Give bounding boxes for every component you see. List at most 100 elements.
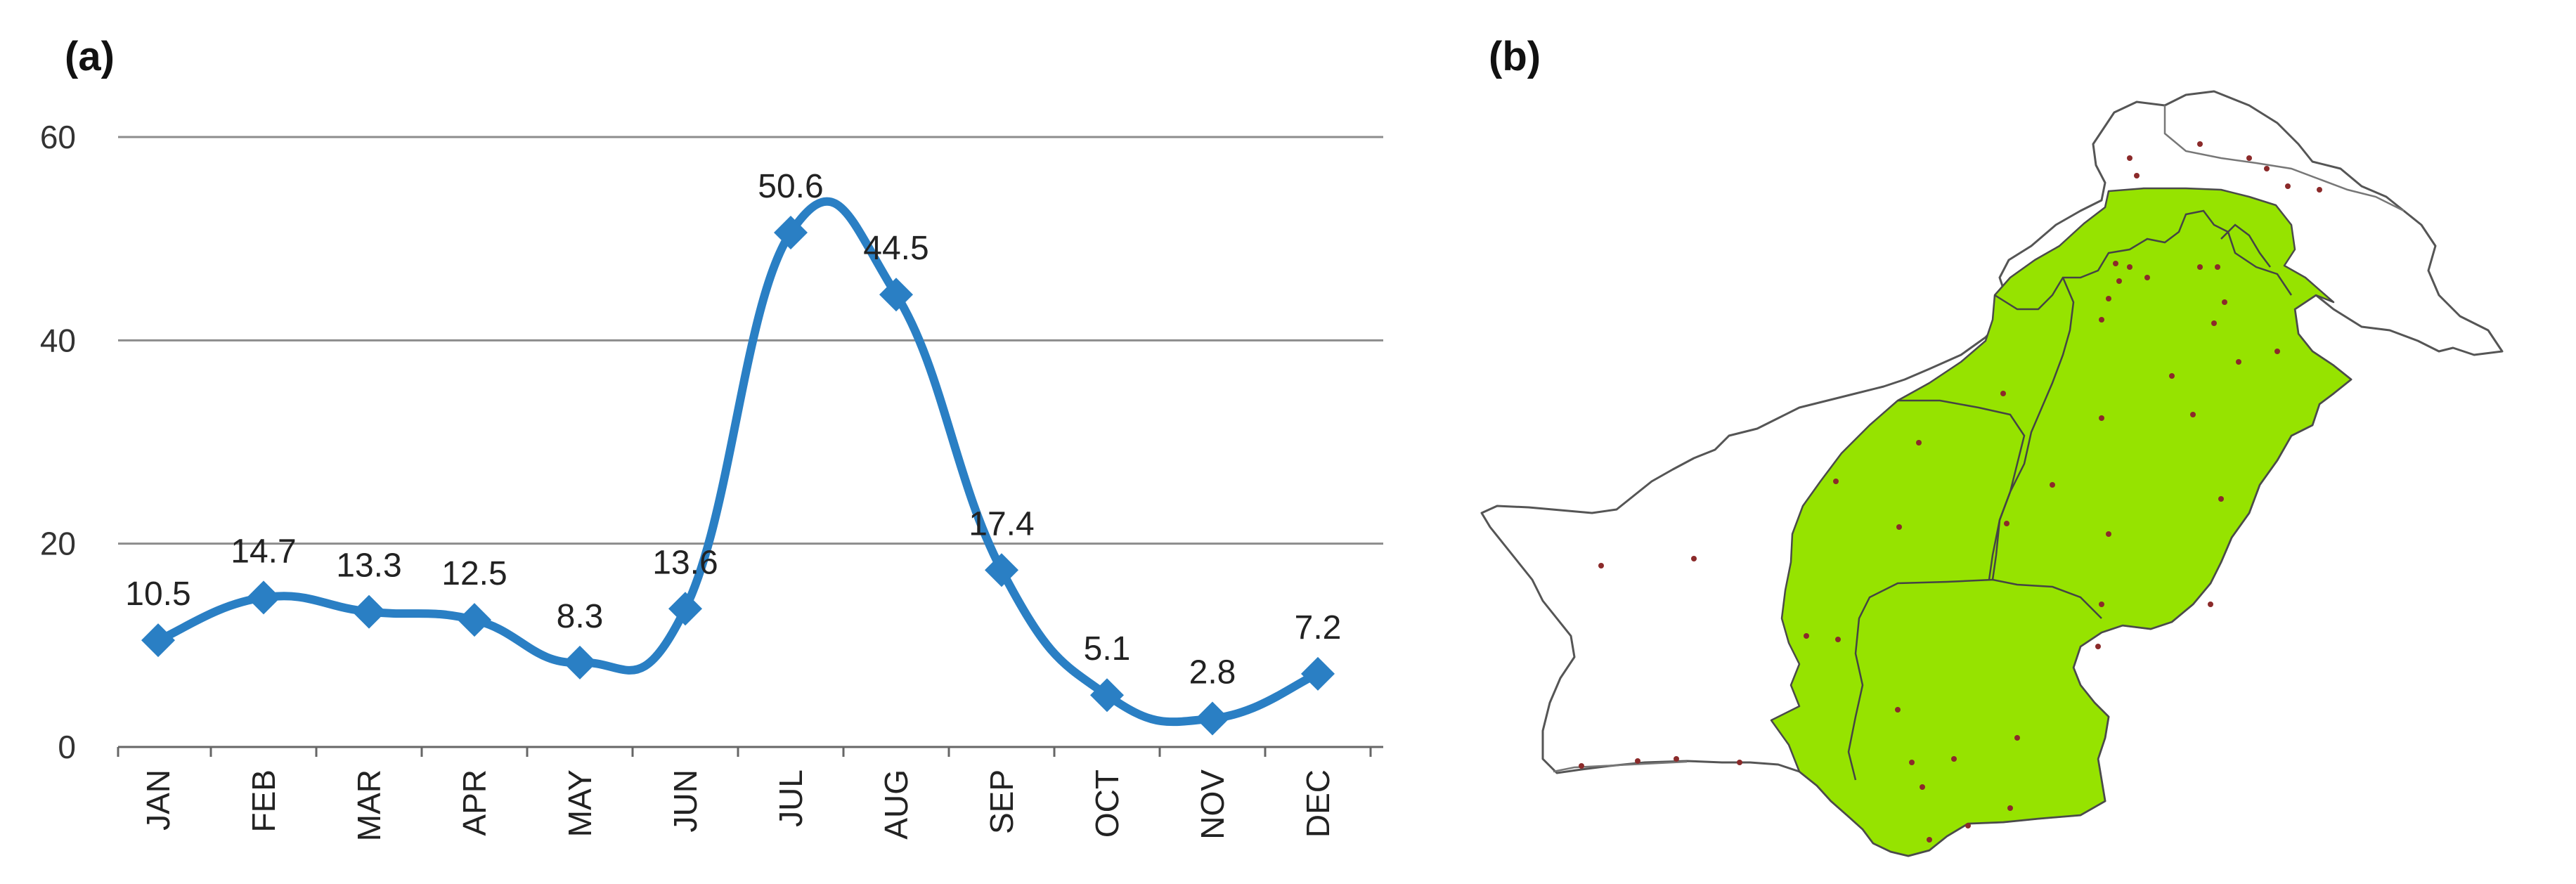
- data-label: 13.6: [652, 544, 718, 581]
- station-dot: [2169, 373, 2175, 379]
- data-label: 2.8: [1189, 654, 1236, 691]
- station-dot: [1927, 837, 1932, 843]
- station-dot: [1965, 823, 1971, 828]
- x-tick-label: MAR: [351, 769, 387, 841]
- data-label: 8.3: [557, 598, 604, 635]
- station-dot: [2274, 349, 2280, 354]
- province-boundary: [1994, 209, 2293, 311]
- data-label: 7.2: [1295, 609, 1342, 646]
- station-dot: [2222, 299, 2227, 305]
- station-dot: [2317, 187, 2322, 193]
- x-tick-label: SEP: [983, 769, 1020, 834]
- province-boundary: [2220, 223, 2271, 268]
- data-label: 17.4: [969, 505, 1034, 542]
- data-point: [774, 215, 808, 249]
- station-dot: [2285, 183, 2291, 189]
- y-tick-label: 0: [58, 729, 76, 765]
- station-dot: [1895, 707, 1901, 713]
- y-axis-ticks: 0 20 40 60: [40, 119, 76, 765]
- coastline: [1553, 760, 1688, 773]
- data-point: [1301, 656, 1335, 691]
- station-dot: [2014, 735, 2020, 741]
- data-point: [668, 592, 702, 626]
- station-dot: [2218, 496, 2224, 502]
- region-map: (b): [1480, 34, 2504, 857]
- station-dot: [2000, 391, 2006, 396]
- province-boundary: [1898, 399, 2026, 580]
- data-label: 13.3: [336, 547, 401, 585]
- station-dot: [1951, 756, 1957, 762]
- station-dot: [2190, 412, 2196, 417]
- station-dot: [2215, 264, 2220, 270]
- station-dot: [2197, 264, 2203, 270]
- station-dot: [2197, 141, 2203, 147]
- data-point: [879, 278, 913, 312]
- station-dot: [2106, 531, 2111, 537]
- station-dot: [2246, 155, 2252, 161]
- station-dot: [2144, 275, 2150, 280]
- station-dot: [2211, 320, 2217, 326]
- data-point: [985, 553, 1018, 587]
- panel-b-label: (b): [1489, 34, 1541, 79]
- data-label: 5.1: [1084, 630, 1131, 668]
- data-label: 10.5: [125, 576, 190, 613]
- station-dot: [1691, 556, 1697, 561]
- x-tick-label: DEC: [1300, 769, 1336, 838]
- station-dot: [1916, 440, 1922, 446]
- station-dot: [1737, 760, 1742, 765]
- station-dot: [1920, 784, 1925, 790]
- station-dot: [2106, 296, 2111, 301]
- station-dot: [2099, 602, 2104, 607]
- station-dot: [1579, 763, 1584, 769]
- study-region: [1770, 187, 2352, 857]
- northern-boundary: [2163, 105, 2405, 212]
- station-dot: [2134, 173, 2140, 178]
- station-dot: [1896, 524, 1902, 530]
- x-tick-label: AUG: [878, 769, 914, 840]
- x-tick-label: FEB: [245, 769, 282, 832]
- station-dot: [1909, 760, 1915, 765]
- station-dot: [2099, 317, 2104, 323]
- station-dot: [2127, 155, 2132, 161]
- x-tick-label: APR: [456, 769, 493, 836]
- x-tick-label: JUL: [772, 769, 809, 827]
- station-dot: [2099, 415, 2104, 421]
- series-line: [156, 197, 1320, 727]
- data-label: 12.5: [441, 555, 507, 592]
- y-tick-label: 20: [40, 526, 76, 562]
- station-dot: [2007, 805, 2013, 811]
- y-tick-label: 40: [40, 322, 76, 358]
- x-tick-label: OCT: [1089, 769, 1125, 838]
- x-axis-ticks: JAN FEB MAR APR MAY JUN JUL AUG SEP OCT NOV DEC: [117, 747, 1372, 841]
- panel-a-label: (a): [65, 34, 115, 79]
- data-markers: [141, 215, 1335, 736]
- x-tick-label: MAY: [562, 769, 598, 837]
- data-labels: 10.5 14.7 13.3 12.5 8.3 13.6 50.6 44.5 17.4 5.1 2.…: [125, 168, 1341, 691]
- monthly-line-chart: (a) 0 20 40 60 JAN FEB MAR APR MAY JUN JUL AUG SEP O…: [40, 34, 1383, 841]
- x-tick-label: NOV: [1194, 769, 1231, 840]
- data-point: [141, 623, 175, 658]
- station-dot: [2004, 521, 2009, 526]
- province-boundary: [1847, 578, 1993, 781]
- station-dot: [2050, 482, 2055, 488]
- data-point: [563, 645, 597, 680]
- station-dot: [2113, 261, 2118, 266]
- data-point: [458, 603, 491, 637]
- station-dot: [1833, 479, 1839, 484]
- station-dot: [2116, 278, 2122, 284]
- station-dot: [1835, 637, 1841, 642]
- station-dot: [2264, 166, 2270, 171]
- station-dot: [1598, 563, 1604, 568]
- y-tick-label: 60: [40, 119, 76, 155]
- data-label: 44.5: [863, 230, 928, 267]
- station-dot: [2208, 602, 2213, 607]
- station-dot: [2095, 644, 2101, 649]
- data-label: 14.7: [231, 533, 296, 570]
- station-dot: [1635, 758, 1640, 764]
- station-dot: [1804, 633, 1809, 639]
- station-dot: [2236, 359, 2241, 365]
- data-point: [1090, 678, 1124, 713]
- station-dot: [1674, 756, 1679, 762]
- data-point: [247, 580, 280, 615]
